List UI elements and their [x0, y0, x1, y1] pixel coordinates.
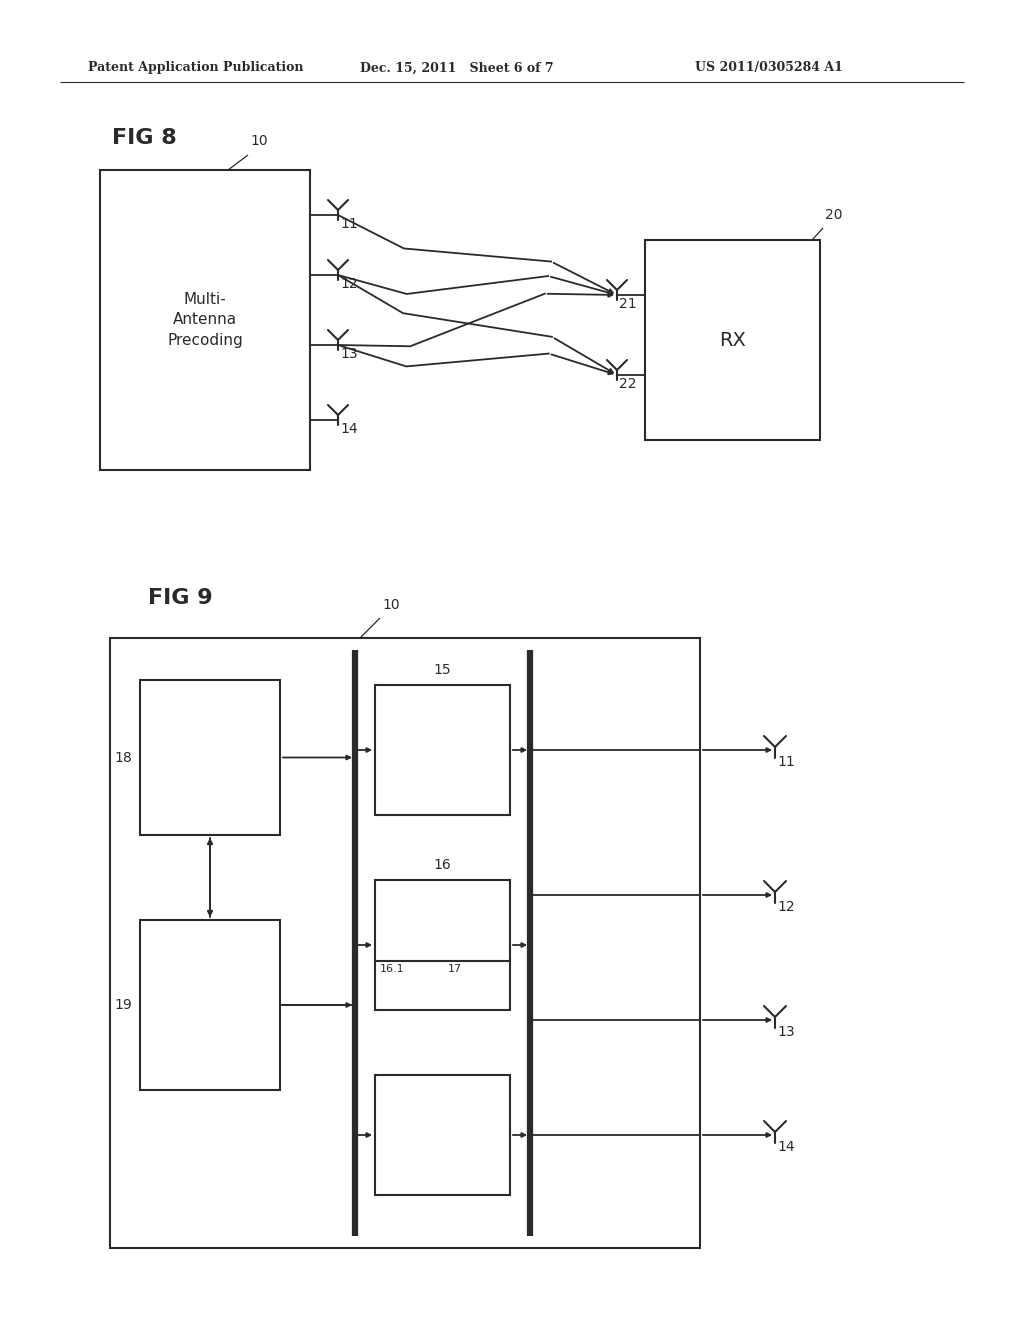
Text: 22: 22: [618, 378, 637, 391]
Bar: [375, 1074, 510, 1195]
Text: 16: 16: [433, 858, 452, 873]
Text: Multi-
Antenna
Precoding: Multi- Antenna Precoding: [167, 292, 243, 348]
Text: 11: 11: [777, 755, 795, 770]
Text: 12: 12: [340, 277, 357, 290]
Text: 10: 10: [250, 135, 267, 148]
Bar: [140, 920, 280, 1090]
Text: 14: 14: [340, 422, 357, 436]
Text: 12: 12: [777, 900, 795, 913]
Bar: [110, 638, 700, 1247]
Bar: [645, 240, 820, 440]
Text: FIG 9: FIG 9: [148, 587, 213, 609]
Text: Patent Application Publication: Patent Application Publication: [88, 62, 303, 74]
Text: 13: 13: [777, 1026, 795, 1039]
Text: FIG 8: FIG 8: [112, 128, 177, 148]
Text: 19: 19: [115, 998, 132, 1012]
Text: Dec. 15, 2011   Sheet 6 of 7: Dec. 15, 2011 Sheet 6 of 7: [360, 62, 554, 74]
Text: US 2011/0305284 A1: US 2011/0305284 A1: [695, 62, 843, 74]
Text: 20: 20: [825, 209, 843, 222]
Text: RX: RX: [719, 330, 745, 350]
Text: 11: 11: [340, 216, 357, 231]
Text: 10: 10: [382, 598, 399, 612]
Bar: [375, 880, 510, 1010]
Text: 13: 13: [340, 347, 357, 360]
Bar: [375, 685, 510, 814]
Text: 21: 21: [618, 297, 637, 312]
Bar: [140, 680, 280, 836]
Text: 14: 14: [777, 1140, 795, 1154]
Text: 15: 15: [434, 663, 452, 677]
Bar: [100, 170, 310, 470]
Text: 17: 17: [447, 964, 462, 974]
Text: 18: 18: [115, 751, 132, 764]
Text: 16.1: 16.1: [380, 964, 404, 974]
